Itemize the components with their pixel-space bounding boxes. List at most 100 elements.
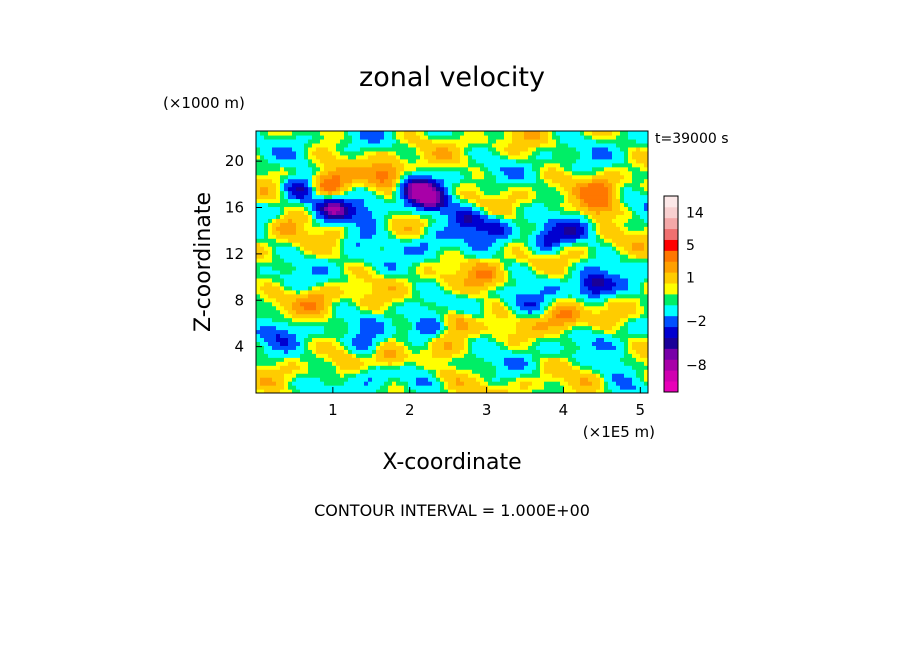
- field-cell: [272, 289, 277, 295]
- field-cell: [408, 262, 413, 267]
- field-cell: [444, 361, 449, 366]
- field-cell: [264, 250, 269, 255]
- field-cell: [316, 174, 321, 180]
- field-cell: [472, 289, 477, 295]
- field-cell: [492, 297, 497, 303]
- field-cell: [344, 234, 349, 239]
- field-cell: [440, 317, 445, 323]
- field-cell: [516, 269, 521, 275]
- field-cell: [288, 281, 293, 287]
- field-cell: [516, 273, 521, 279]
- field-cell: [424, 238, 429, 243]
- field-cell: [316, 317, 321, 323]
- field-cell: [428, 206, 433, 211]
- velocity-field: [256, 131, 648, 393]
- field-cell: [548, 277, 553, 283]
- field-cell: [556, 230, 561, 235]
- field-cell: [460, 170, 465, 176]
- field-cell: [452, 317, 457, 323]
- field-cell: [284, 218, 289, 223]
- field-cell: [480, 234, 485, 239]
- field-cell: [492, 182, 497, 188]
- field-cell: [260, 373, 265, 378]
- field-cell: [556, 238, 561, 243]
- field-cell: [504, 258, 509, 263]
- field-cell: [408, 277, 413, 283]
- field-cell: [460, 385, 465, 390]
- field-cell: [384, 329, 389, 335]
- field-cell: [524, 281, 529, 287]
- field-cell: [472, 269, 477, 275]
- field-cell: [464, 349, 469, 354]
- field-cell: [536, 154, 541, 160]
- field-cell: [316, 385, 321, 390]
- field-cell: [392, 210, 397, 215]
- field-cell: [304, 182, 309, 188]
- field-cell: [504, 174, 509, 180]
- field-cell: [264, 321, 269, 327]
- field-cell: [484, 194, 489, 200]
- field-cell: [488, 230, 493, 235]
- field-cell: [428, 254, 433, 259]
- field-cell: [448, 166, 453, 172]
- field-cell: [424, 210, 429, 215]
- field-cell: [312, 285, 317, 291]
- field-cell: [532, 341, 537, 346]
- field-cell: [480, 389, 485, 393]
- field-cell: [408, 317, 413, 323]
- field-cell: [508, 365, 513, 370]
- field-cell: [428, 218, 433, 223]
- field-cell: [336, 178, 341, 184]
- field-cell: [340, 150, 345, 156]
- field-cell: [536, 238, 541, 243]
- field-cell: [492, 238, 497, 243]
- field-cell: [396, 269, 401, 275]
- field-cell: [352, 301, 357, 307]
- field-cell: [448, 210, 453, 215]
- field-cell: [332, 258, 337, 263]
- field-cell: [364, 138, 369, 144]
- field-cell: [280, 385, 285, 390]
- field-cell: [496, 178, 501, 184]
- field-cell: [396, 373, 401, 378]
- field-cell: [508, 353, 513, 358]
- field-cell: [268, 329, 273, 335]
- field-cell: [256, 333, 261, 339]
- field-cell: [364, 131, 369, 136]
- field-cell: [344, 373, 349, 378]
- field-cell: [284, 269, 289, 275]
- field-cell: [528, 182, 533, 188]
- field-cell: [540, 226, 545, 231]
- field-cell: [404, 277, 409, 283]
- field-cell: [484, 218, 489, 223]
- field-cell: [316, 206, 321, 211]
- field-cell: [472, 166, 477, 172]
- field-cell: [432, 269, 437, 275]
- field-cell: [408, 134, 413, 140]
- field-cell: [316, 166, 321, 172]
- field-cell: [464, 309, 469, 315]
- field-cell: [444, 214, 449, 219]
- field-cell: [324, 337, 329, 342]
- field-cell: [296, 206, 301, 211]
- field-cell: [476, 273, 481, 279]
- field-cell: [332, 146, 337, 152]
- field-cell: [268, 162, 273, 168]
- field-cell: [408, 158, 413, 164]
- field-cell: [556, 313, 561, 319]
- field-cell: [460, 269, 465, 275]
- field-cell: [440, 258, 445, 263]
- field-cell: [356, 230, 361, 235]
- field-cell: [412, 289, 417, 295]
- field-cell: [396, 333, 401, 339]
- field-cell: [464, 206, 469, 211]
- field-cell: [528, 309, 533, 315]
- field-cell: [356, 289, 361, 295]
- field-cell: [440, 206, 445, 211]
- field-cell: [348, 277, 353, 283]
- field-cell: [516, 238, 521, 243]
- field-cell: [300, 238, 305, 243]
- field-cell: [492, 285, 497, 291]
- field-cell: [316, 285, 321, 291]
- field-cell: [544, 337, 549, 342]
